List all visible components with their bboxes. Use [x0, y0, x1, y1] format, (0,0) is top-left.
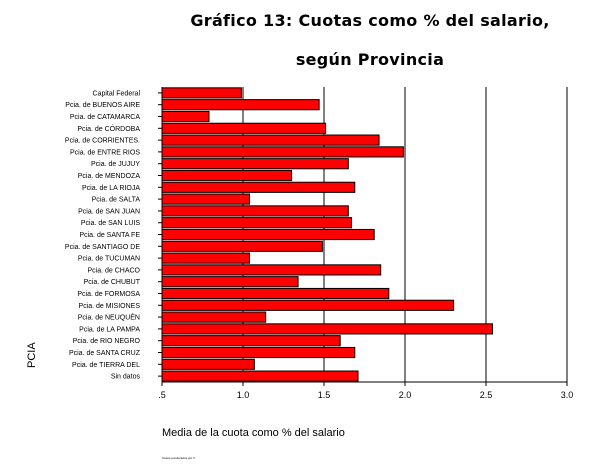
- category-label: Pcia. de SANTA FE: [79, 232, 140, 239]
- x-axis-label: Media de la cuota como % del salario: [162, 427, 345, 439]
- category-label: Pcia. de TIERRA DEL: [72, 362, 140, 369]
- category-label: Pcia. de ENTRE RIOS: [70, 149, 140, 156]
- bar: [161, 181, 356, 193]
- bar: [161, 370, 359, 382]
- x-tick-label: .5: [158, 390, 166, 400]
- bar: [161, 299, 455, 311]
- category-label: Pcia. de SAN JUAN: [78, 208, 140, 215]
- bar: [161, 228, 375, 241]
- category-label: Sin datos: [111, 374, 141, 381]
- category-label: Pcia. de LA RIOJA: [82, 185, 140, 192]
- category-label: Pcia. de CORRIENTES.: [65, 138, 140, 145]
- bar: [161, 169, 293, 182]
- footnote: Casos ponderados por V: [162, 456, 196, 460]
- bar: [161, 311, 267, 323]
- bar: [161, 122, 327, 134]
- bar: [161, 240, 323, 252]
- x-tick-label: 3.0: [561, 390, 574, 400]
- bar: [161, 99, 320, 111]
- bar: [161, 217, 353, 229]
- category-label: Pcia. de LA PAMPA: [79, 326, 140, 333]
- category-label: Pcia. de SALTA: [92, 197, 141, 204]
- category-label: Pcia. de RIO NEGRO: [73, 338, 141, 345]
- bar: [161, 323, 493, 335]
- y-axis-label: PCIA: [26, 342, 38, 368]
- category-label: Pcia. de NEUQUÉN: [78, 313, 140, 322]
- bar: [161, 205, 349, 217]
- category-label: Pcia. de CHUBUT: [84, 279, 141, 286]
- bar: [161, 264, 382, 276]
- category-label: Pcia. de CHACO: [87, 267, 140, 274]
- x-tick-label: 2.0: [399, 390, 412, 400]
- bar: [161, 335, 341, 347]
- bar: [161, 193, 250, 205]
- bar: [161, 252, 250, 264]
- bar: [161, 110, 210, 123]
- bar: [161, 134, 380, 146]
- category-label: Pcia. de SAN LUIS: [81, 220, 140, 227]
- bar: [161, 158, 349, 170]
- category-label: Pcia. de MENDOZA: [78, 173, 141, 180]
- category-label: Pcia. de CATAMARCA: [70, 114, 140, 121]
- category-label: Pcia. de JUJUY: [91, 161, 140, 168]
- chart-subtitle: según Provincia: [295, 50, 445, 69]
- category-label: Pcia. de TUCUMAN: [78, 256, 140, 263]
- category-label: Pcia. de BUENOS AIRE: [65, 102, 140, 109]
- category-label: Pcia. de SANTIAGO DE: [65, 244, 140, 251]
- bar: [161, 346, 356, 359]
- x-tick-label: 1.5: [318, 390, 331, 400]
- category-label: Pcia. de SANTA CRUZ: [69, 350, 141, 357]
- chart-title: Gráfico 13: Cuotas como % del salario,: [190, 11, 550, 30]
- x-tick-label: 1.0: [237, 390, 250, 400]
- bar: [161, 287, 390, 300]
- bar: [161, 87, 242, 99]
- bar: [161, 358, 255, 370]
- bar: [161, 276, 299, 288]
- category-label: Pcia. de MISIONES: [79, 303, 141, 310]
- category-label: Capital Federal: [93, 90, 141, 97]
- bar: [161, 146, 404, 158]
- x-tick-label: 2.5: [480, 390, 493, 400]
- category-label: Pcia. de CÓRDOBA: [77, 124, 140, 133]
- category-label: Pcia. de FORMOSA: [77, 291, 140, 298]
